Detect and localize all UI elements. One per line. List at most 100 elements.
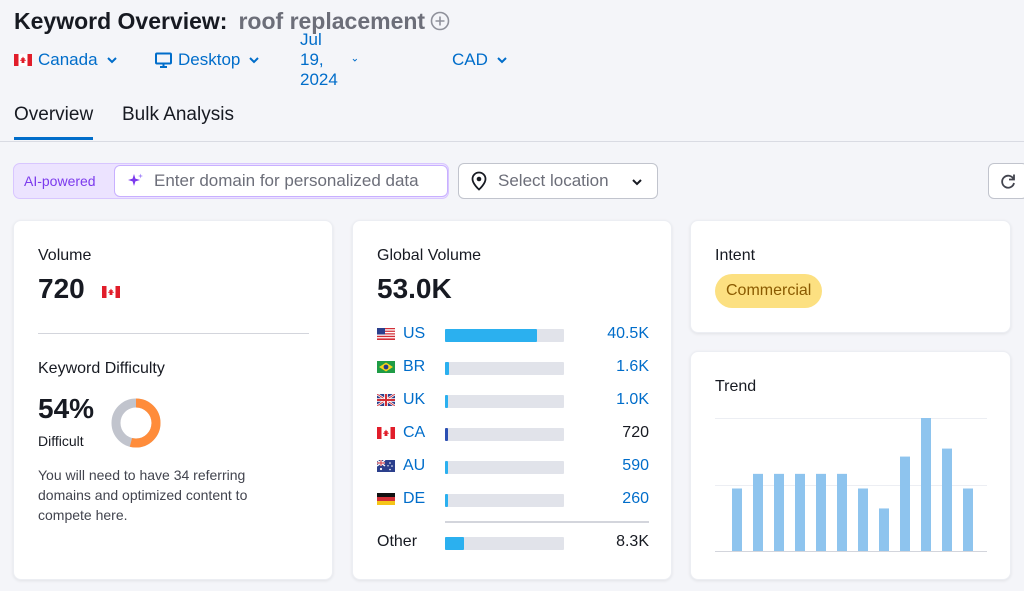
share-bar — [445, 362, 564, 375]
other-volume: 8.3K — [616, 533, 649, 550]
chevron-down-icon — [249, 57, 260, 64]
country-row-other: Other 8.3K — [377, 531, 649, 553]
country-code: CA — [403, 424, 426, 441]
chevron-down-icon — [497, 57, 507, 64]
trend-bar[interactable] — [795, 473, 805, 551]
country-row-us[interactable]: US 40.5K — [377, 323, 649, 345]
date-label: Jul 19, 2024 — [300, 30, 338, 89]
domain-input-box[interactable] — [114, 165, 448, 197]
currency-label: CAD — [452, 50, 488, 69]
share-bar-fill — [445, 362, 449, 375]
refresh-icon — [1001, 174, 1015, 189]
trend-bar[interactable] — [921, 418, 931, 551]
date-filter[interactable]: Jul 19, 2024 — [300, 30, 358, 90]
chevron-down-icon — [632, 179, 642, 186]
trend-label: Trend — [715, 378, 757, 395]
share-bar — [445, 461, 564, 474]
device-label: Desktop — [178, 50, 241, 69]
global-volume-card: Global Volume 53.0K US 40.5K BR 1.6K UK … — [352, 220, 672, 580]
trend-bar[interactable] — [879, 508, 889, 551]
trend-bar[interactable] — [942, 448, 952, 551]
kd-label: Keyword Difficulty — [38, 360, 165, 377]
kd-value: 54% — [38, 393, 95, 424]
country-volume: 40.5K — [607, 325, 649, 342]
share-bar-fill — [445, 537, 464, 550]
other-label: Other — [377, 533, 418, 550]
canada-flag-icon — [102, 286, 120, 298]
country-code: US — [403, 325, 426, 342]
trend-bar[interactable] — [858, 488, 868, 551]
chevron-down-icon — [352, 58, 358, 62]
device-filter[interactable]: Desktop — [155, 50, 260, 70]
brazil-flag-icon — [377, 361, 395, 373]
share-bar — [445, 428, 564, 441]
share-bar — [445, 494, 564, 507]
domain-input[interactable] — [154, 171, 444, 191]
ai-powered-badge: AI-powered — [24, 173, 96, 189]
germany-flag-icon — [377, 493, 395, 505]
share-bar-fill — [445, 395, 448, 408]
country-code: BR — [403, 358, 426, 375]
keyword-title: roof replacement — [238, 7, 426, 34]
country-volume: 1.0K — [616, 391, 649, 408]
global-volume-label: Global Volume — [377, 247, 482, 264]
country-row-de[interactable]: DE 260 — [377, 488, 649, 510]
location-select[interactable]: Select location — [458, 163, 658, 199]
country-row-au[interactable]: AU 590 — [377, 455, 649, 477]
divider — [445, 521, 649, 523]
intent-badge[interactable]: Commercial — [715, 274, 823, 308]
divider — [38, 333, 309, 334]
refresh-button[interactable] — [988, 163, 1024, 199]
trend-bar-chart[interactable] — [715, 418, 987, 558]
australia-flag-icon — [377, 460, 395, 472]
share-bar — [445, 395, 564, 408]
country-code: DE — [403, 490, 426, 507]
country-row-ca: CA 720 — [377, 422, 649, 444]
location-pin-icon — [471, 171, 487, 191]
country-row-uk[interactable]: UK 1.0K — [377, 389, 649, 411]
ai-domain-search: AI-powered — [13, 163, 449, 199]
country-volume: 720 — [622, 424, 649, 441]
trend-bar[interactable] — [753, 473, 763, 551]
page-header: Keyword Overview: roof replacement — [14, 6, 450, 36]
kd-donut-arc — [111, 398, 161, 448]
country-row-br[interactable]: BR 1.6K — [377, 356, 649, 378]
sparkle-icon — [128, 173, 143, 186]
filters-bar: Canada Desktop Jul 19, 2024 CAD — [14, 30, 507, 89]
share-bar-fill — [445, 461, 448, 474]
trend-bar[interactable] — [732, 488, 742, 551]
trend-bar[interactable] — [963, 488, 973, 551]
tab-bar: Overview Bulk Analysis — [0, 96, 1024, 142]
us-flag-icon — [377, 328, 395, 340]
currency-filter[interactable]: CAD — [452, 50, 508, 70]
uk-flag-icon — [377, 394, 395, 406]
country-code: UK — [403, 391, 426, 408]
kd-level: Difficult — [38, 433, 84, 449]
trend-bar[interactable] — [774, 473, 784, 551]
volume-card: Volume 720 Keyword Difficulty 54% Diffic… — [13, 220, 333, 580]
trend-card: Trend — [690, 351, 1011, 580]
add-circle-icon[interactable] — [430, 11, 450, 31]
volume-value: 720 — [38, 273, 85, 304]
country-filter[interactable]: Canada — [14, 50, 118, 70]
canada-flag-icon — [14, 54, 32, 66]
global-volume-value: 53.0K — [377, 273, 452, 304]
trend-bar[interactable] — [900, 456, 910, 551]
kd-donut-chart — [111, 398, 161, 448]
share-bar-fill — [445, 494, 448, 507]
country-code: AU — [403, 457, 426, 474]
intent-label: Intent — [715, 247, 756, 264]
tab-overview[interactable]: Overview — [14, 104, 94, 140]
trend-bar[interactable] — [816, 473, 826, 551]
location-placeholder: Select location — [498, 171, 609, 190]
share-bar-fill — [445, 329, 537, 342]
country-volume: 260 — [622, 490, 649, 507]
country-volume: 1.6K — [616, 358, 649, 375]
page-title: Keyword Overview: — [14, 7, 228, 34]
canada-flag-icon — [377, 427, 395, 439]
trend-bar[interactable] — [837, 473, 847, 551]
country-label: Canada — [38, 50, 98, 69]
chevron-down-icon — [106, 57, 117, 64]
share-bar — [445, 537, 564, 550]
tab-bulk-analysis[interactable]: Bulk Analysis — [122, 104, 234, 125]
